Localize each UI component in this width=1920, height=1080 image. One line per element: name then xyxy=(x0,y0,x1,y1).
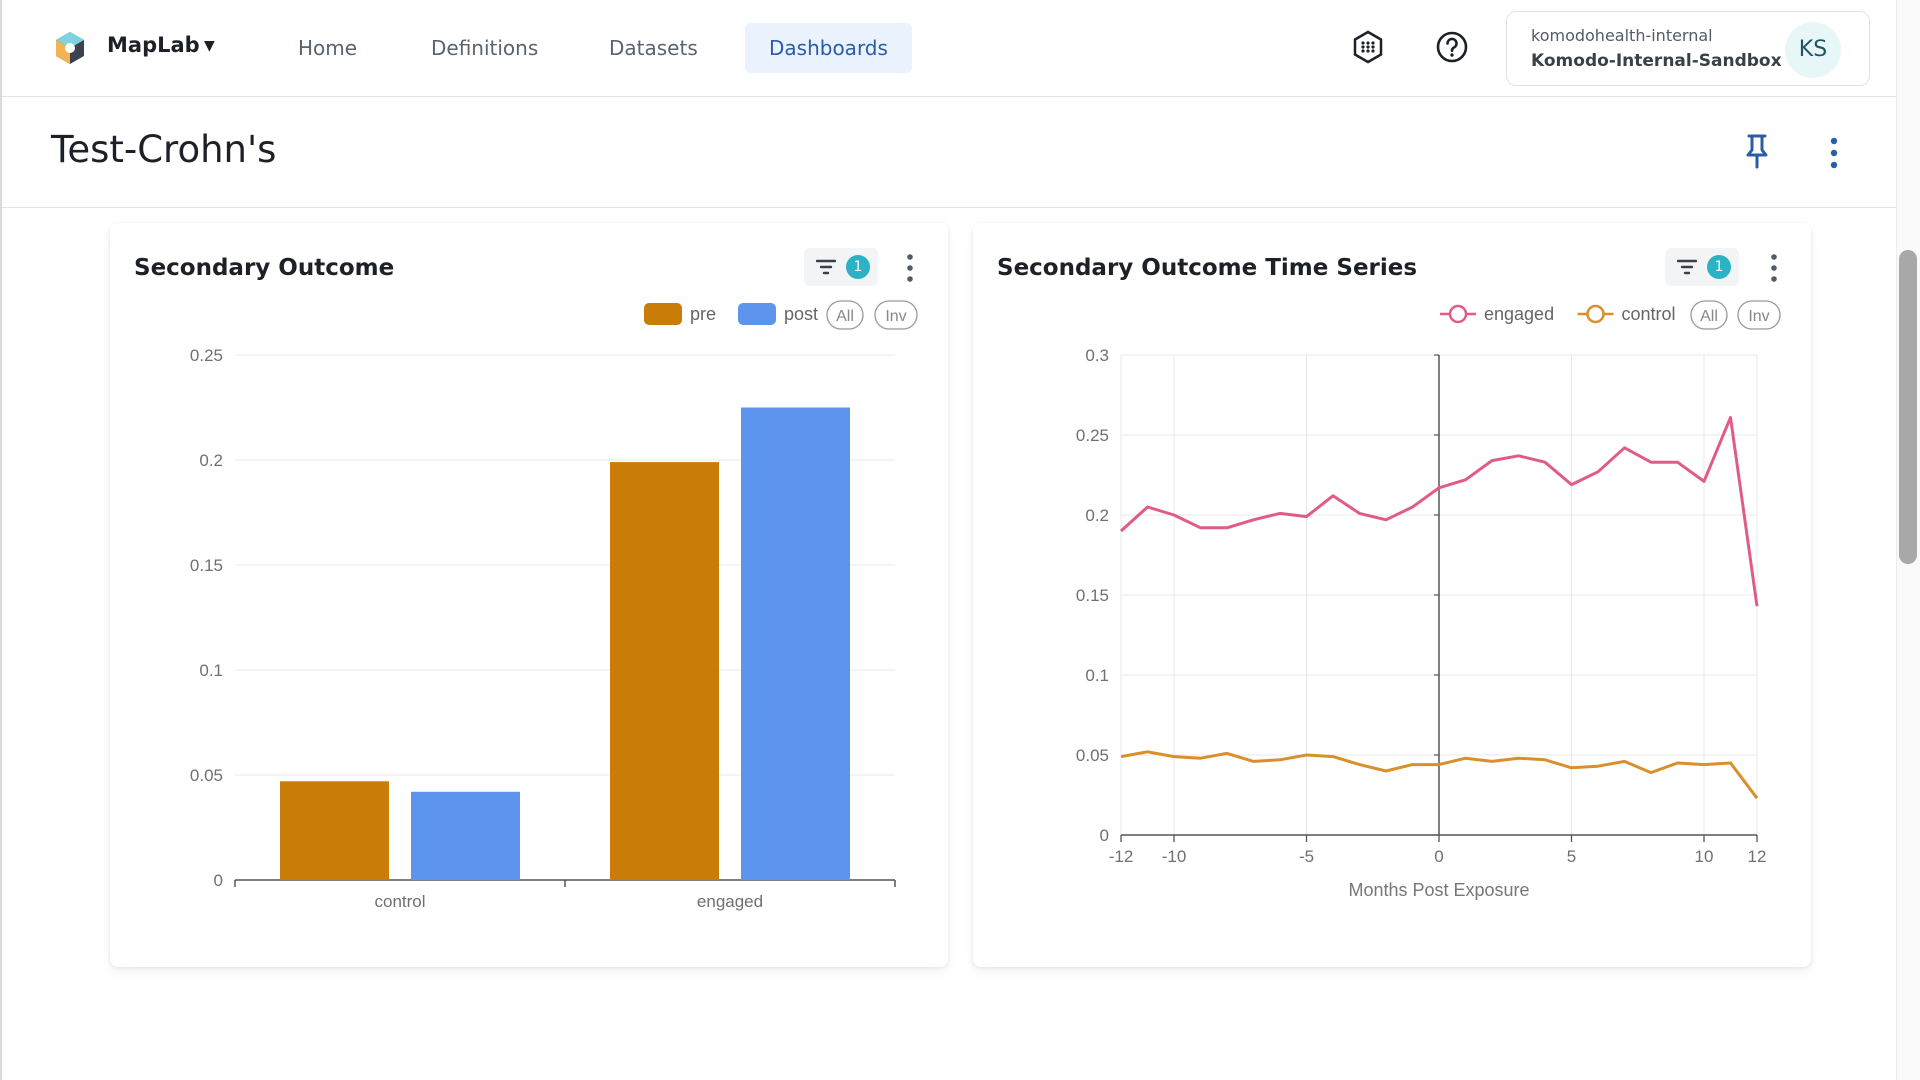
account-org: komodohealth-internal xyxy=(1531,26,1713,45)
scrollbar-thumb[interactable] xyxy=(1899,250,1917,564)
app-name[interactable]: MapLab xyxy=(107,33,200,57)
bar-post-engaged xyxy=(741,407,850,880)
legend-marker-engaged xyxy=(1448,304,1468,324)
chip-icon[interactable] xyxy=(1351,30,1385,64)
legend-all-label: All xyxy=(1700,308,1718,325)
legend-all-button[interactable] xyxy=(826,300,864,330)
legend-swatch-pre xyxy=(644,303,682,325)
filter-button[interactable]: 1 xyxy=(804,248,878,286)
y-tick-label: 0.2 xyxy=(1085,506,1109,525)
dashboard-title-bar: Test-Crohn's xyxy=(2,98,1896,208)
y-tick-label: 0.05 xyxy=(1076,746,1109,765)
x-tick-label: 12 xyxy=(1748,847,1767,866)
filter-icon xyxy=(816,259,836,275)
x-tick-label: engaged xyxy=(697,892,763,911)
more-options-icon[interactable] xyxy=(1828,136,1840,170)
maplab-logo-icon xyxy=(56,32,84,64)
legend-label-control: control xyxy=(1622,304,1676,324)
x-tick-label: 10 xyxy=(1695,847,1714,866)
x-axis-label: Months Post Exposure xyxy=(1348,880,1529,900)
x-tick-label: 0 xyxy=(1434,847,1443,866)
filter-count-badge: 1 xyxy=(846,255,870,279)
panel-menu-icon[interactable] xyxy=(904,253,916,283)
y-tick-label: 0.05 xyxy=(190,766,223,785)
bar-chart: 0 0.05 0.1 0.15 0.2 0.25 control engaged pre post… xyxy=(190,300,918,911)
line-chart: 0 0.05 0.1 0.15 0.2 0.25 0.3 -12 -10 -5 0 5 10 12 Mont… xyxy=(1076,300,1781,900)
panel-secondary-outcome-time-series: Secondary Outcome Time Series 1 0 0.05 0.1… xyxy=(973,223,1811,967)
help-circle-icon[interactable] xyxy=(1435,30,1469,64)
x-tick-label: -12 xyxy=(1109,847,1134,866)
account-switcher[interactable]: komodohealth-internal Komodo-Internal-Sa… xyxy=(1506,11,1870,86)
nav-definitions[interactable]: Definitions xyxy=(431,36,539,60)
legend-label-post: post xyxy=(784,304,818,324)
legend-inv-label: Inv xyxy=(1748,308,1769,325)
legend-marker-control xyxy=(1586,304,1605,324)
filter-button[interactable]: 1 xyxy=(1665,248,1739,286)
x-tick-label: 5 xyxy=(1567,847,1576,866)
y-tick-label: 0.25 xyxy=(190,346,223,365)
x-tick-label: -10 xyxy=(1162,847,1187,866)
y-tick-label: 0.15 xyxy=(1076,586,1109,605)
top-navigation-bar: MapLab ▼ Home Definitions Datasets Dashb… xyxy=(2,0,1896,97)
legend-label-pre: pre xyxy=(690,304,716,324)
bar-post-control xyxy=(411,791,520,880)
nav-home[interactable]: Home xyxy=(298,36,358,60)
caret-down-icon[interactable]: ▼ xyxy=(204,38,215,54)
y-tick-label: 0.15 xyxy=(190,556,223,575)
nav-datasets[interactable]: Datasets xyxy=(609,36,698,60)
legend-all-button[interactable] xyxy=(1690,300,1728,330)
y-tick-label: 0 xyxy=(1100,826,1109,845)
avatar[interactable]: KS xyxy=(1785,22,1841,78)
panel-title: Secondary Outcome Time Series xyxy=(997,255,1418,281)
panel-menu-icon[interactable] xyxy=(1768,253,1780,283)
pin-icon[interactable] xyxy=(1742,133,1772,169)
nav-dashboards[interactable]: Dashboards xyxy=(745,23,912,73)
y-tick-label: 0.1 xyxy=(199,661,223,680)
legend-inv-label: Inv xyxy=(885,308,906,325)
page-title: Test-Crohn's xyxy=(51,128,277,171)
account-workspace: Komodo-Internal-Sandbox xyxy=(1531,51,1782,71)
legend-inv-button[interactable] xyxy=(1737,300,1781,330)
bar-pre-engaged xyxy=(610,462,719,880)
legend-inv-button[interactable] xyxy=(874,300,918,330)
legend-swatch-post xyxy=(738,303,776,325)
series-line-engaged xyxy=(1119,415,1759,607)
legend-label-engaged: engaged xyxy=(1484,304,1554,324)
y-tick-label: 0.1 xyxy=(1085,666,1109,685)
window-border xyxy=(0,0,2,1080)
series-line-control xyxy=(1120,750,1759,800)
y-tick-label: 0.3 xyxy=(1085,346,1109,365)
y-tick-label: 0.2 xyxy=(199,451,223,470)
x-tick-label: -5 xyxy=(1299,847,1314,866)
filter-icon xyxy=(1677,259,1697,275)
y-tick-label: 0 xyxy=(214,871,223,890)
legend-all-label: All xyxy=(836,308,854,325)
bar-pre-control xyxy=(280,781,389,880)
filter-count-badge: 1 xyxy=(1707,255,1731,279)
panel-secondary-outcome: Secondary Outcome 1 0 0.05 0.1 0.15 0.2 0.25 c… xyxy=(110,223,948,967)
panel-title: Secondary Outcome xyxy=(134,255,395,281)
y-tick-label: 0.25 xyxy=(1076,426,1109,445)
x-tick-label: control xyxy=(374,892,425,911)
